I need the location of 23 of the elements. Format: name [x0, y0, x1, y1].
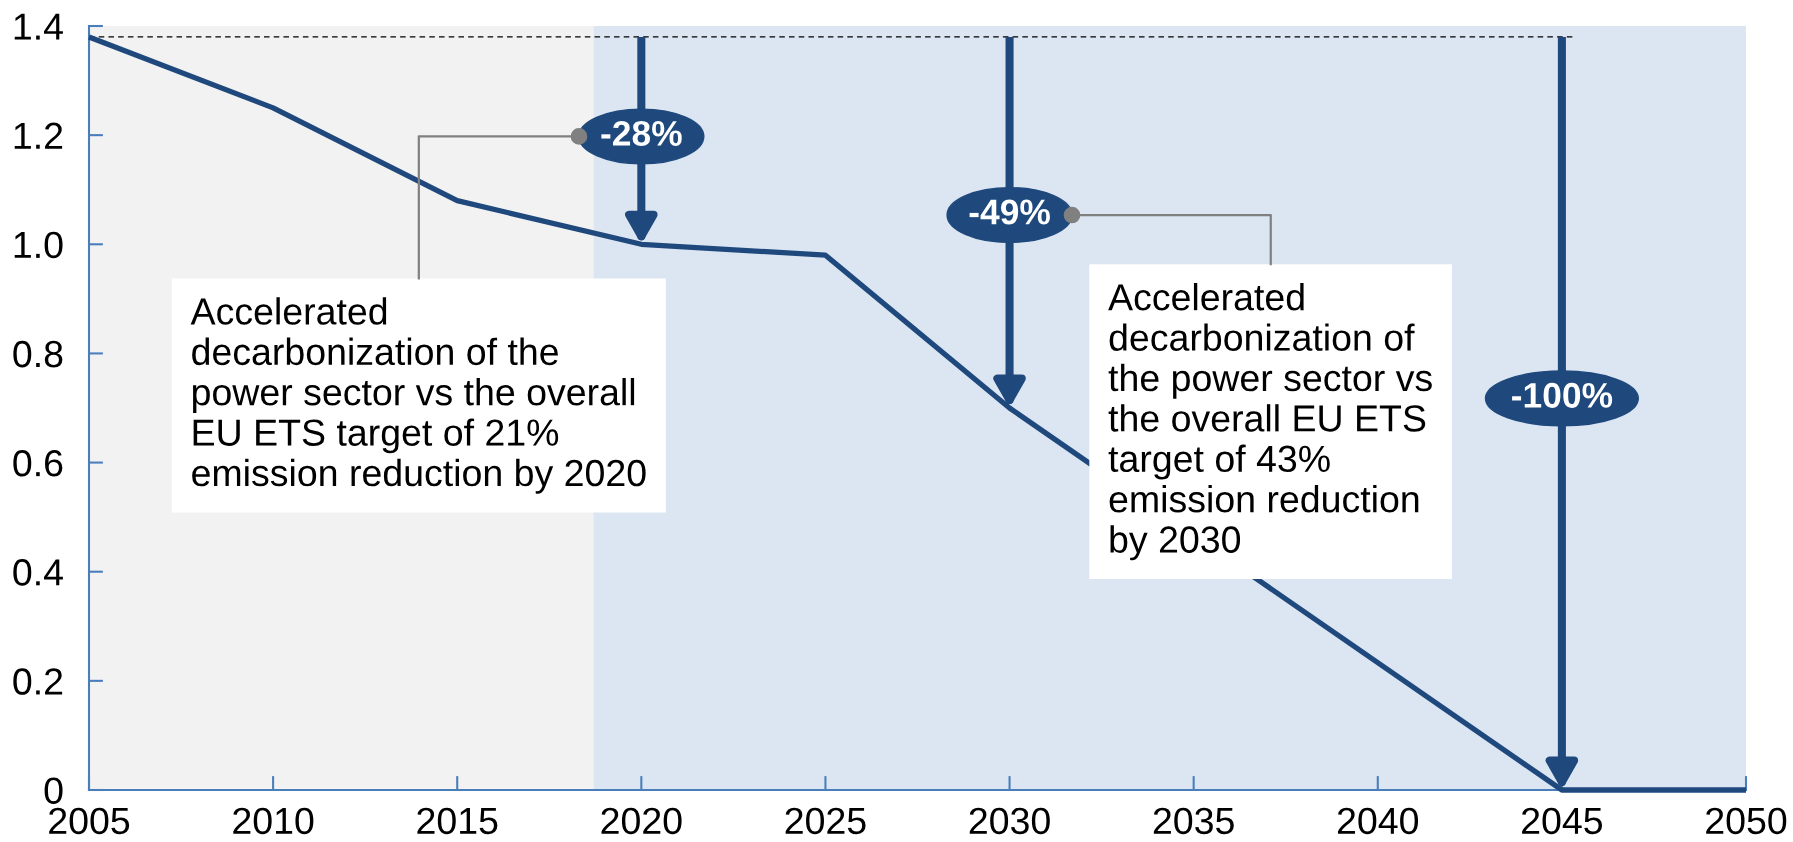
y-tick-label: 1.2 — [14, 122, 63, 149]
annotation: -49% — [969, 199, 1050, 225]
x-tick-label: 2015 — [417, 807, 498, 835]
x-tick-label: 2025 — [785, 807, 866, 835]
x-tick-label: 2020 — [601, 807, 682, 835]
y-tick-label: 0.8 — [13, 340, 63, 368]
y-tick-label: 0.2 — [13, 668, 63, 695]
annotation: Accelerated decarbonization of the power sector vs the overall EU ETS target of 21% emission reduction by 2020 — [190, 297, 646, 494]
y-tick-label: 1.4 — [14, 13, 63, 40]
x-tick-label: 2030 — [969, 807, 1050, 835]
annotation: -28% — [601, 120, 682, 146]
x-tick-label: 2045 — [1522, 807, 1603, 835]
annotation: -100% — [1512, 382, 1613, 408]
x-tick-label: 2035 — [1153, 807, 1234, 835]
y-tick-label: 0.4 — [13, 559, 63, 586]
y-tick-label: 0.6 — [13, 449, 63, 477]
x-tick-label: 2005 — [49, 807, 130, 835]
y-tick-label: 1.0 — [14, 231, 63, 259]
x-tick-label: 2050 — [1706, 807, 1787, 835]
annotation: Accelerated decarbonization of the power sector vs the overall EU ETS target of 43% emission reduction by 2030 — [1108, 283, 1432, 561]
x-tick-label: 2040 — [1337, 807, 1419, 835]
x-tick-label: 2010 — [233, 807, 314, 835]
y-tick-label: 0 — [44, 777, 63, 804]
